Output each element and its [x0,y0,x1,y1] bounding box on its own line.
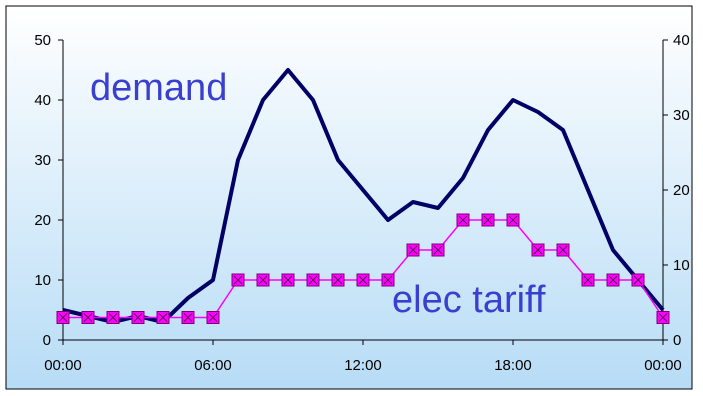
tariff-point [556,243,570,257]
annotations: demand elec tariff [90,67,546,321]
tariff-point [581,273,595,287]
tariff-marker-cross-b [483,215,493,225]
tariff-marker-cross-b [433,245,443,255]
tariff-marker-cross-b [583,275,593,285]
y-right-tick-label: 40 [673,32,690,49]
y-right-tick-label: 0 [673,332,681,349]
tariff-marker-cross-b [658,313,668,322]
tariff-point [481,213,495,227]
tariff-point [406,243,420,257]
tariff-point [181,311,195,324]
y-left-tick-label: 30 [34,152,51,169]
y-right-tick-label: 30 [673,107,690,124]
tariff-marker-cross-b [108,313,118,322]
tariff-marker-cross-b [283,275,293,285]
y-left-tick-label: 0 [43,332,51,349]
tariff-point [256,273,270,287]
y-left-tick-label: 50 [34,32,51,49]
y-left-tick-label: 20 [34,212,51,229]
tariff-point [156,311,170,324]
x-tick-label: 06:00 [194,357,232,374]
tariff-marker-cross-b [333,275,343,285]
chart-background [5,5,693,390]
tariff-point [231,273,245,287]
tariff-marker-cross-b [458,215,468,225]
x-tick-label: 00:00 [44,357,82,374]
tariff-marker-cross-b [208,313,218,322]
tariff-marker-cross-b [633,275,643,285]
tariff-marker-cross-b [383,275,393,285]
tariff-marker-cross-b [58,313,68,322]
y-right-tick-label: 20 [673,182,690,199]
x-tick-label: 00:00 [644,357,682,374]
tariff-point [456,213,470,227]
tariff-point [606,273,620,287]
tariff-point [381,273,395,287]
y-right-tick-label: 10 [673,257,690,274]
series-group [56,68,670,324]
tariff-point [631,273,645,287]
tariff-point [206,311,220,324]
tariff-point [281,273,295,287]
tariff-point [56,311,70,324]
y-left-tick-label: 10 [34,272,51,289]
tariff-marker-cross-b [558,245,568,255]
annotation-elec-tariff: elec tariff [392,279,546,321]
tariff-marker-cross-b [183,313,193,322]
y-left-tick-label: 40 [34,92,51,109]
tariff-point [431,243,445,257]
tariff-point [356,273,370,287]
tariff-point [106,311,120,324]
tariff-point [531,243,545,257]
tariff-marker-cross-b [533,245,543,255]
tariff-marker-cross-b [608,275,618,285]
tariff-point [656,311,670,324]
tariff-marker-cross-b [308,275,318,285]
x-tick-label: 18:00 [494,357,532,374]
axes: 0 10 20 30 40 50 0 10 20 30 40 00:00 06:00 12:00 18:00… [34,32,689,374]
tariff-marker-cross-b [408,245,418,255]
tariff-marker-cross-b [508,215,518,225]
annotation-demand: demand [90,67,227,109]
tariff-marker-cross-b [158,313,168,322]
tariff-point [306,273,320,287]
tariff-point [131,311,145,324]
tariff-marker-cross-b [358,275,368,285]
x-tick-label: 12:00 [344,357,382,374]
tariff-marker-cross-b [233,275,243,285]
tariff-marker-cross-b [133,313,143,322]
tariff-point [331,273,345,287]
tariff-marker-cross-b [83,313,93,322]
tariff-marker-cross-b [258,275,268,285]
tariff-point [506,213,520,227]
tariff-point [81,311,95,324]
